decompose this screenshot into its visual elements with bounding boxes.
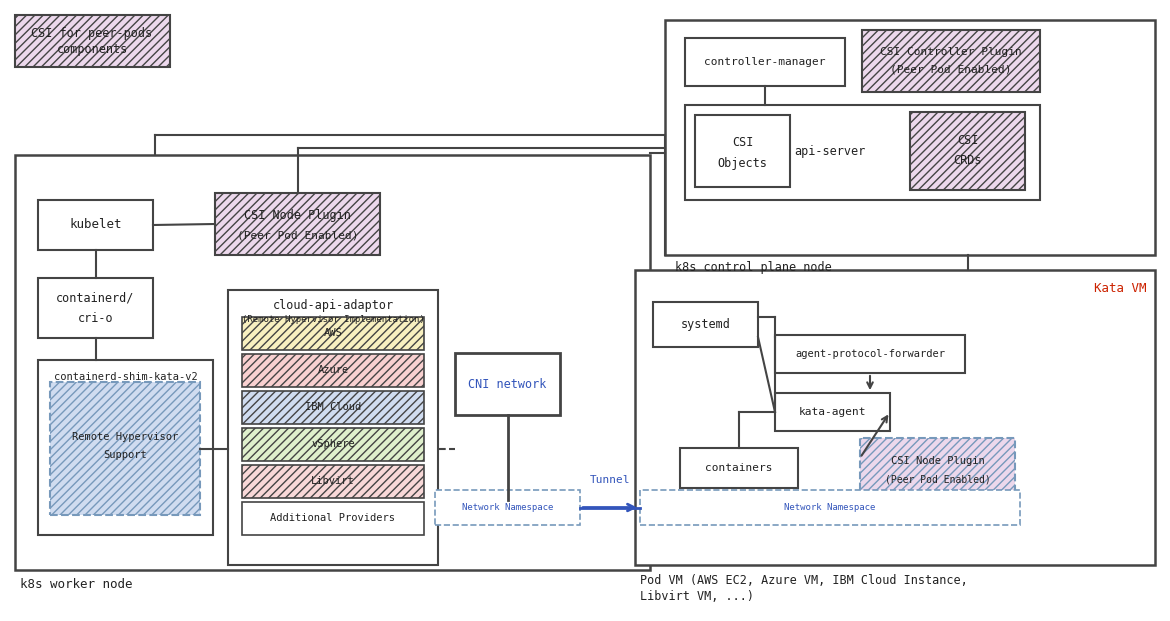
- Text: Tunnel: Tunnel: [590, 475, 631, 485]
- Text: containerd/: containerd/: [56, 291, 135, 304]
- FancyBboxPatch shape: [215, 193, 380, 255]
- FancyBboxPatch shape: [50, 382, 200, 515]
- Text: Pod VM (AWS EC2, Azure VM, IBM Cloud Instance,: Pod VM (AWS EC2, Azure VM, IBM Cloud Ins…: [640, 574, 968, 586]
- FancyBboxPatch shape: [640, 490, 1020, 525]
- FancyBboxPatch shape: [684, 38, 845, 86]
- FancyBboxPatch shape: [775, 335, 965, 373]
- Text: (Peer Pod Enabled): (Peer Pod Enabled): [236, 230, 358, 240]
- FancyBboxPatch shape: [680, 448, 798, 488]
- Text: k8s worker node: k8s worker node: [20, 579, 132, 591]
- Text: (Peer Pod Enabled): (Peer Pod Enabled): [885, 475, 990, 485]
- Text: controller-manager: controller-manager: [704, 57, 826, 67]
- Text: CSI: CSI: [731, 137, 753, 150]
- FancyBboxPatch shape: [242, 428, 424, 461]
- FancyBboxPatch shape: [455, 353, 560, 415]
- Text: containerd-shim-kata-v2: containerd-shim-kata-v2: [54, 372, 198, 382]
- Text: CNI network: CNI network: [468, 378, 546, 391]
- FancyBboxPatch shape: [242, 502, 424, 535]
- FancyBboxPatch shape: [653, 302, 758, 347]
- Text: Kata VM: Kata VM: [1094, 281, 1147, 294]
- Text: api-server: api-server: [794, 145, 866, 158]
- FancyBboxPatch shape: [228, 290, 438, 565]
- Text: Additional Providers: Additional Providers: [270, 513, 395, 523]
- Text: CSI Node Plugin: CSI Node Plugin: [890, 456, 984, 466]
- Text: k8s control plane node: k8s control plane node: [675, 261, 832, 274]
- Text: Azure: Azure: [317, 365, 349, 375]
- FancyBboxPatch shape: [860, 438, 1016, 503]
- FancyBboxPatch shape: [242, 317, 424, 350]
- Text: CSI for peer-pods: CSI for peer-pods: [32, 27, 152, 40]
- Text: kata-agent: kata-agent: [799, 407, 866, 417]
- Text: IBM Cloud: IBM Cloud: [305, 402, 362, 412]
- FancyBboxPatch shape: [862, 30, 1040, 92]
- Text: cri-o: cri-o: [77, 312, 113, 325]
- Text: Network Namespace: Network Namespace: [462, 503, 553, 512]
- FancyBboxPatch shape: [37, 200, 153, 250]
- Text: Libvirt: Libvirt: [311, 476, 355, 486]
- FancyBboxPatch shape: [684, 105, 1040, 200]
- Text: CSI Controller Plugin: CSI Controller Plugin: [880, 47, 1021, 57]
- FancyBboxPatch shape: [910, 112, 1025, 190]
- Text: Libvirt VM, ...): Libvirt VM, ...): [640, 591, 753, 604]
- FancyBboxPatch shape: [37, 360, 213, 535]
- Text: CRDs: CRDs: [954, 153, 982, 166]
- Text: cloud-api-adaptor: cloud-api-adaptor: [273, 299, 393, 312]
- Text: Remote Hypervisor: Remote Hypervisor: [71, 432, 178, 442]
- Text: Network Namespace: Network Namespace: [784, 503, 875, 512]
- FancyBboxPatch shape: [15, 15, 170, 67]
- FancyBboxPatch shape: [242, 354, 424, 387]
- Text: systemd: systemd: [681, 318, 730, 331]
- Text: Support: Support: [103, 450, 147, 460]
- Text: AWS: AWS: [324, 328, 343, 338]
- Text: Objects: Objects: [717, 156, 768, 170]
- Text: kubelet: kubelet: [69, 219, 122, 232]
- FancyBboxPatch shape: [635, 270, 1155, 565]
- Text: (Peer Pod Enabled): (Peer Pod Enabled): [890, 65, 1012, 75]
- FancyBboxPatch shape: [242, 465, 424, 498]
- FancyBboxPatch shape: [242, 391, 424, 424]
- Text: vSphere: vSphere: [311, 439, 355, 449]
- Text: components: components: [56, 43, 128, 57]
- FancyBboxPatch shape: [665, 20, 1155, 255]
- FancyBboxPatch shape: [37, 278, 153, 338]
- Text: (Remote Hypervisor Implementation): (Remote Hypervisor Implementation): [242, 315, 425, 325]
- FancyBboxPatch shape: [775, 393, 890, 431]
- FancyBboxPatch shape: [435, 490, 580, 525]
- FancyBboxPatch shape: [695, 115, 790, 187]
- Text: agent-protocol-forwarder: agent-protocol-forwarder: [794, 349, 945, 359]
- Text: CSI: CSI: [957, 134, 978, 147]
- FancyBboxPatch shape: [15, 155, 651, 570]
- Text: CSI Node Plugin: CSI Node Plugin: [245, 209, 351, 222]
- Text: containers: containers: [706, 463, 772, 473]
